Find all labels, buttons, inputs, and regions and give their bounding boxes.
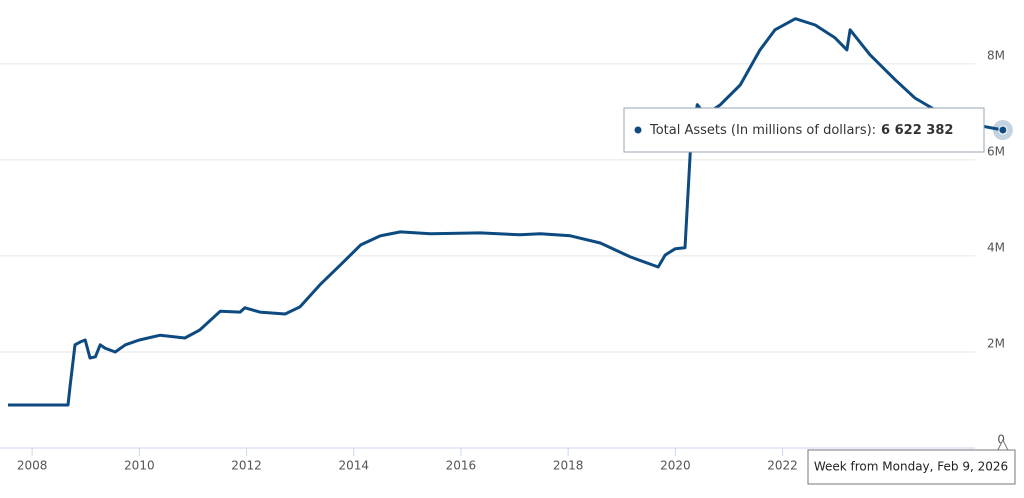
x-tick-label: 2008 (17, 459, 48, 473)
tooltip-value: 6 622 382 (881, 123, 953, 138)
tooltip-box (623, 107, 985, 153)
hover-point (998, 125, 1008, 135)
tooltip-text: Total Assets (In millions of dollars): 6 … (649, 123, 953, 138)
y-tick-label: 2M (987, 336, 1005, 350)
x-tick-label: 2018 (553, 459, 584, 473)
y-tick-label: 4M (987, 240, 1005, 254)
x-tick-label: 2016 (446, 459, 477, 473)
x-tick-label: 2022 (767, 459, 798, 473)
y-tick-label: 6M (987, 144, 1005, 158)
x-tick-label: 2012 (231, 459, 262, 473)
date-box (807, 449, 1016, 485)
x-tick-label: 2014 (338, 459, 369, 473)
y-tick-label: 8M (987, 48, 1005, 62)
date-label: Week from Monday, Feb 9, 2026 (814, 460, 1008, 474)
x-tick-label: 2010 (124, 459, 155, 473)
x-tick-label: 2020 (660, 459, 691, 473)
series-line (8, 17, 1004, 407)
tooltip-label: Total Assets (In millions of dollars): (649, 123, 876, 138)
tooltip-bullet (634, 126, 642, 134)
y-tick-label: 0 (997, 433, 1005, 447)
date-pointer (997, 438, 1009, 451)
